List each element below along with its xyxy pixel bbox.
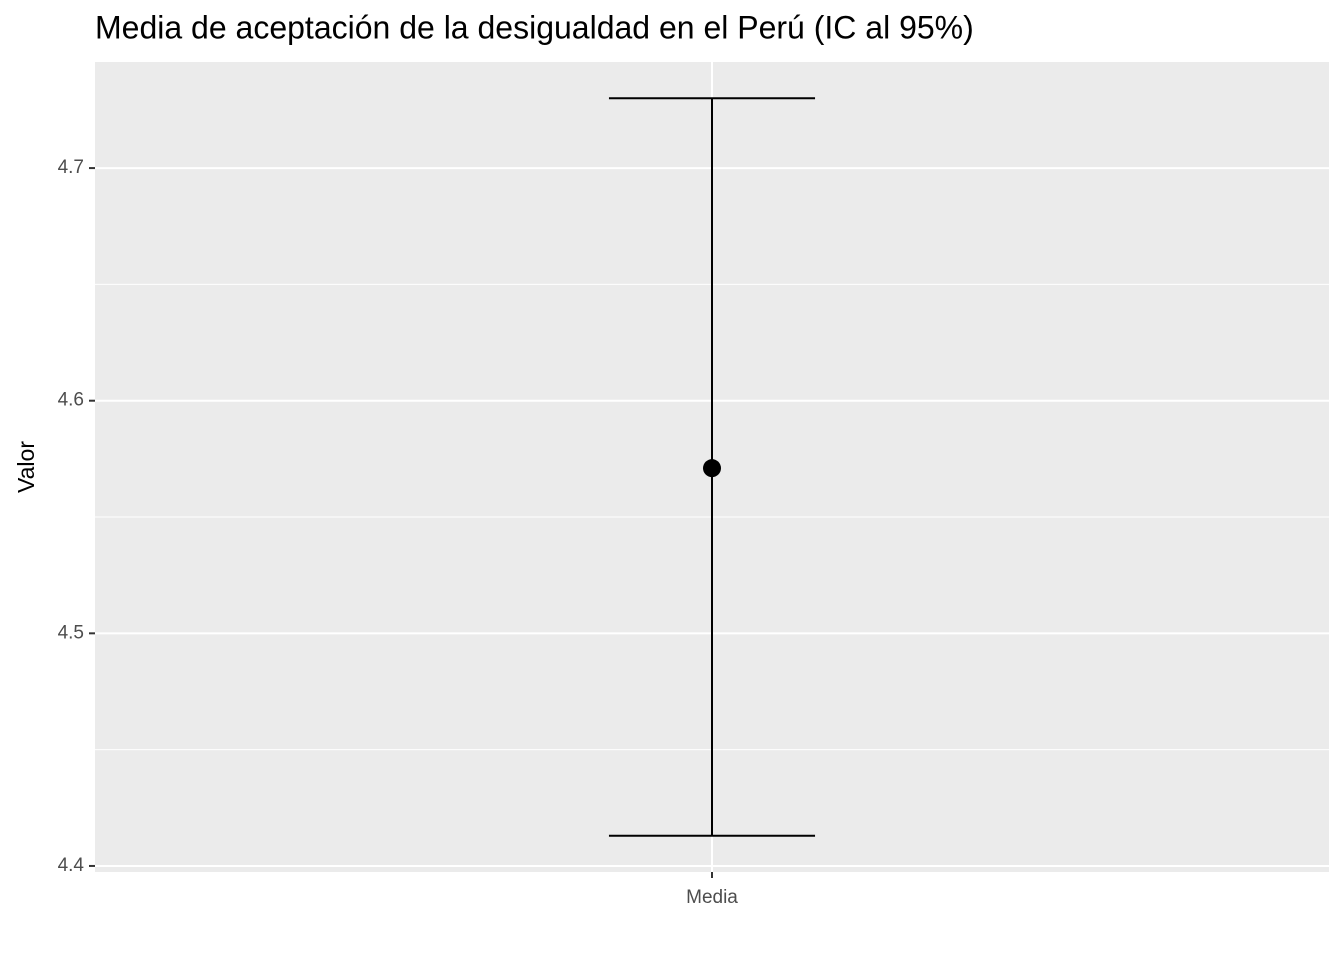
chart-title: Media de aceptación de la desigualdad en…: [95, 9, 974, 45]
y-axis-label: Valor: [13, 441, 39, 493]
y-tick-label: 4.7: [58, 157, 84, 178]
y-tick-label: 4.6: [58, 390, 84, 411]
point: [703, 459, 721, 478]
y-tick-label: 4.5: [58, 622, 84, 643]
x-tick-label: Media: [686, 887, 738, 908]
y-tick-label: 4.4: [58, 855, 85, 876]
